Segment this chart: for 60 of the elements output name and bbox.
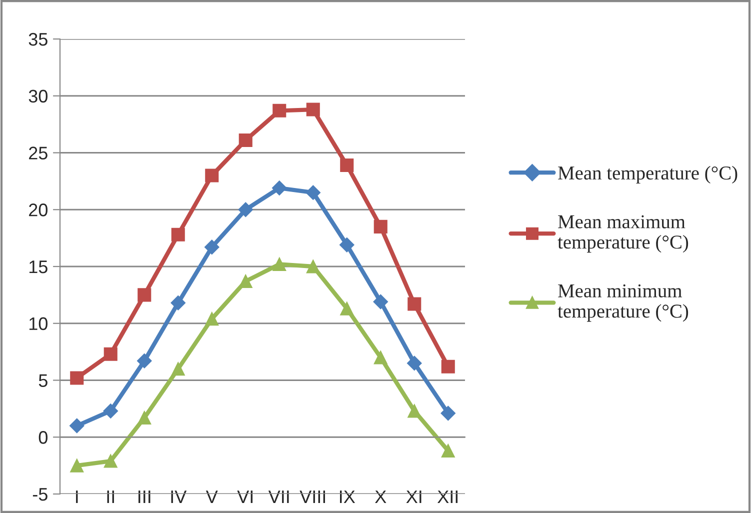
point: [204, 240, 220, 255]
point: [440, 406, 456, 421]
point: [374, 220, 388, 234]
y-tick-label: 10: [29, 317, 48, 330]
point: [238, 274, 252, 288]
y-tick-label: 25: [29, 146, 48, 160]
x-tick-label: V: [206, 490, 218, 503]
y-tick-label: 15: [29, 260, 48, 274]
point: [406, 356, 422, 371]
legend-label: Mean maximum temperature (°C): [558, 215, 688, 253]
point: [69, 418, 84, 434]
point: [70, 458, 84, 472]
x-tick-label: I: [76, 490, 78, 503]
point: [340, 302, 354, 316]
point: [205, 312, 219, 326]
x-tick-label: XII: [437, 490, 458, 503]
point: [408, 297, 422, 311]
point: [103, 404, 118, 418]
x-tick-label: II: [107, 490, 114, 503]
point: [306, 185, 321, 200]
point: [306, 260, 320, 274]
point: [171, 228, 185, 242]
point: [441, 360, 455, 374]
y-tick-label: 35: [28, 32, 48, 46]
point: [205, 168, 219, 182]
x-tick-label: IV: [171, 490, 187, 503]
point: [238, 133, 252, 148]
point: [171, 362, 185, 376]
y-tick-label: 20: [29, 204, 48, 216]
point: [136, 354, 152, 368]
point: [441, 444, 455, 458]
x-tick-label: VIII: [300, 490, 326, 503]
legend-label: Mean minimum temperature (°C): [558, 284, 688, 322]
point: [138, 288, 152, 302]
x-tick-label: VII: [268, 490, 289, 503]
point: [408, 404, 422, 418]
x-tick-label: IX: [340, 490, 356, 503]
point: [272, 180, 287, 196]
y-tick-label: -5: [32, 488, 48, 501]
x-tick-label: XI: [406, 490, 422, 503]
x-tick-label: VI: [237, 490, 252, 503]
point: [373, 294, 388, 310]
point: [104, 454, 118, 468]
point: [272, 257, 286, 271]
point: [340, 158, 354, 172]
point: [272, 104, 286, 118]
y-tick-label: 0: [38, 431, 48, 444]
y-tick-label: 5: [38, 374, 48, 387]
point: [306, 102, 320, 116]
point: [238, 202, 254, 218]
point: [138, 411, 152, 425]
point: [374, 350, 388, 364]
point: [339, 237, 354, 252]
x-tick-label: X: [375, 490, 386, 503]
point: [170, 296, 186, 310]
legend-label: Mean temperature (°C): [558, 166, 738, 184]
y-tick-label: 30: [28, 90, 48, 103]
point: [104, 347, 118, 361]
x-tick-label: III: [138, 490, 150, 503]
point: [70, 371, 84, 385]
